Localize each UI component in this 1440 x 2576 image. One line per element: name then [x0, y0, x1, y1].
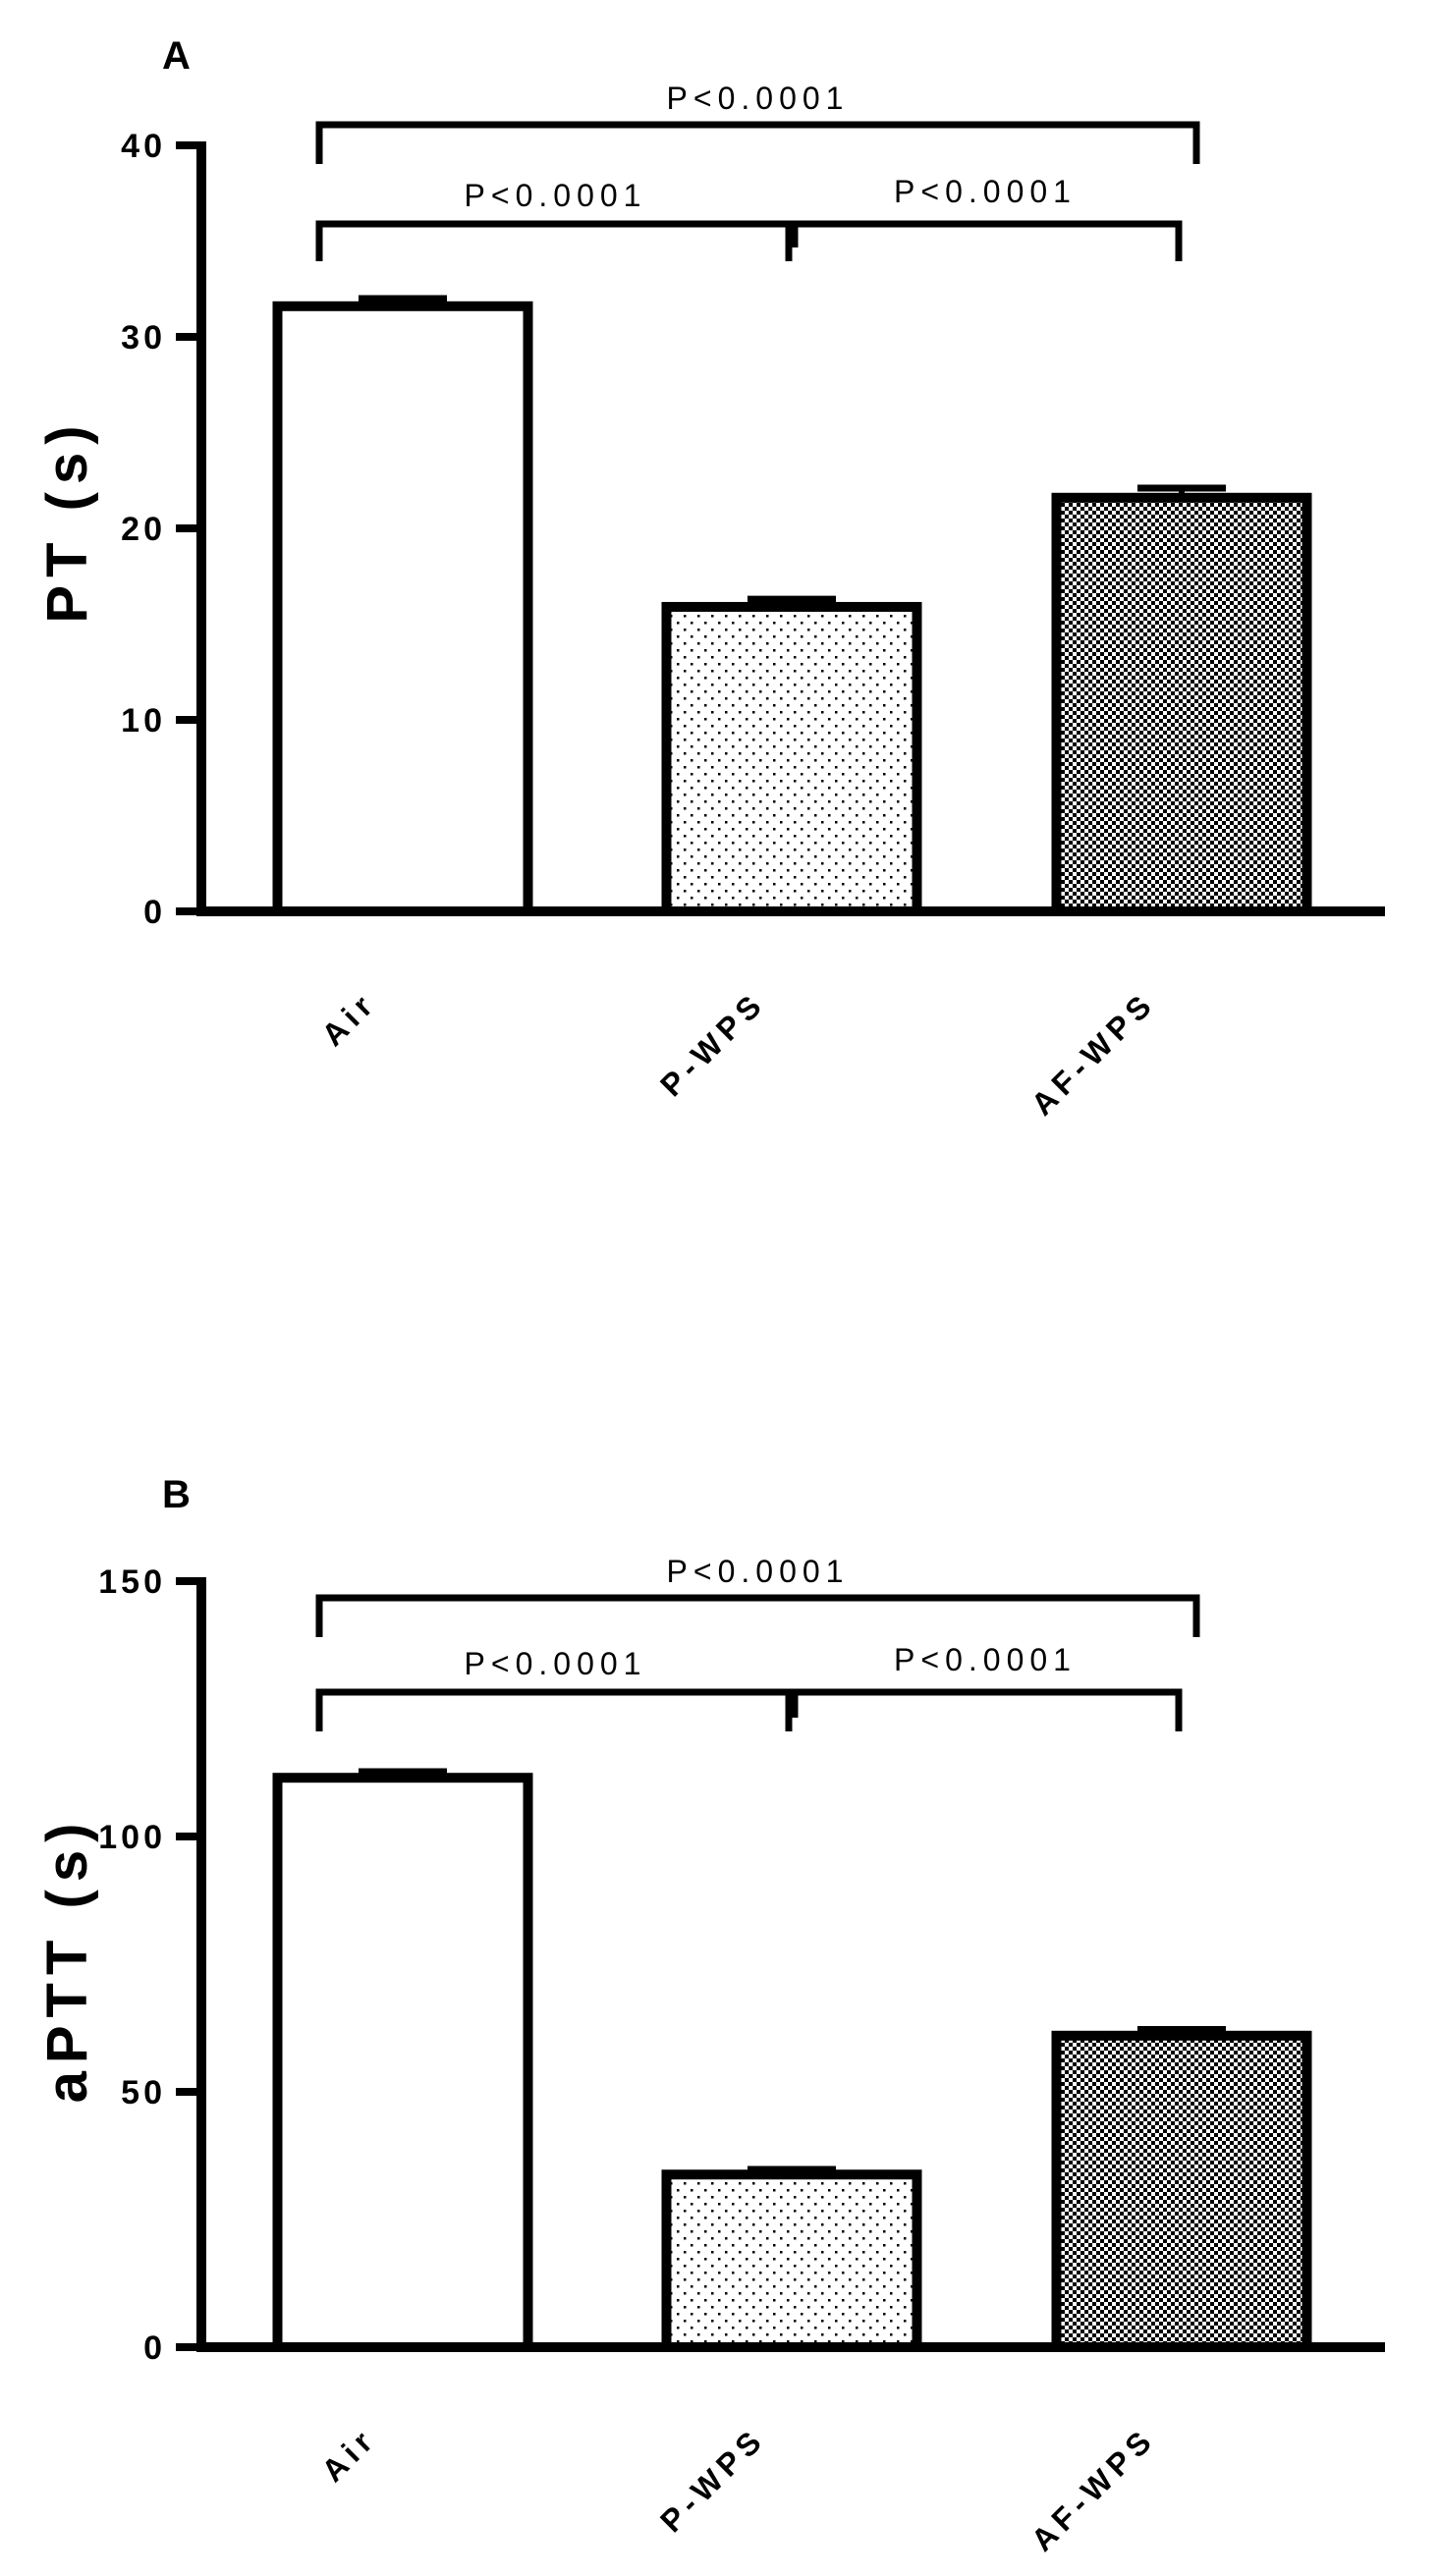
bar-p-wps: [661, 2169, 922, 2352]
significance-bracket: [315, 220, 793, 261]
category-label: Air: [314, 984, 383, 1053]
p-value-label: P<0.0001: [465, 178, 647, 213]
significance-bracket: [791, 220, 1183, 261]
y-tick-label: 20: [121, 511, 166, 548]
panel-a: A PT (s) 0 10 20 30 40 Air P-WPS AF-WPS P<0.0001…: [35, 34, 1385, 1123]
panel-letter: A: [162, 34, 191, 78]
y-tick-label: 100: [98, 1819, 166, 1856]
y-tick-label: 50: [121, 2074, 166, 2111]
panel-b: B aPTT (s) 0 50 100 150 Air P-WPS AF-WPS P<0.00…: [35, 1473, 1385, 2558]
y-tick-label: 30: [121, 319, 166, 356]
y-axis-label: aPTT (s): [35, 1816, 99, 2104]
bar-air: [272, 301, 533, 916]
panel-letter: B: [162, 1473, 191, 1516]
bar-af-wps: [1051, 492, 1312, 916]
p-value-label: P<0.0001: [667, 1554, 850, 1589]
y-tick-label: 150: [98, 1563, 166, 1601]
y-tick-label: 0: [143, 2329, 166, 2367]
p-value-label: P<0.0001: [667, 81, 850, 116]
p-value-label: P<0.0001: [465, 1646, 647, 1681]
bar-af-wps: [1051, 2030, 1312, 2353]
y-axis-label: PT (s): [35, 417, 99, 623]
significance-bracket: [315, 1594, 1200, 1637]
bar-p-wps: [661, 601, 922, 916]
p-value-label: P<0.0001: [894, 174, 1077, 209]
significance-bracket: [791, 1688, 1183, 1731]
y-tick-label: 10: [121, 702, 166, 740]
significance-bracket: [315, 1688, 793, 1731]
category-label: AF-WPS: [1025, 984, 1162, 1122]
significance-bracket: [315, 121, 1200, 164]
y-tick-label: 0: [143, 894, 166, 931]
category-label: P-WPS: [653, 984, 772, 1103]
category-label: P-WPS: [653, 2420, 772, 2539]
p-value-label: P<0.0001: [894, 1642, 1077, 1677]
y-tick-label: 40: [121, 128, 166, 165]
category-label: AF-WPS: [1025, 2420, 1162, 2557]
category-label: Air: [314, 2420, 383, 2489]
bar-air: [272, 1773, 533, 2352]
